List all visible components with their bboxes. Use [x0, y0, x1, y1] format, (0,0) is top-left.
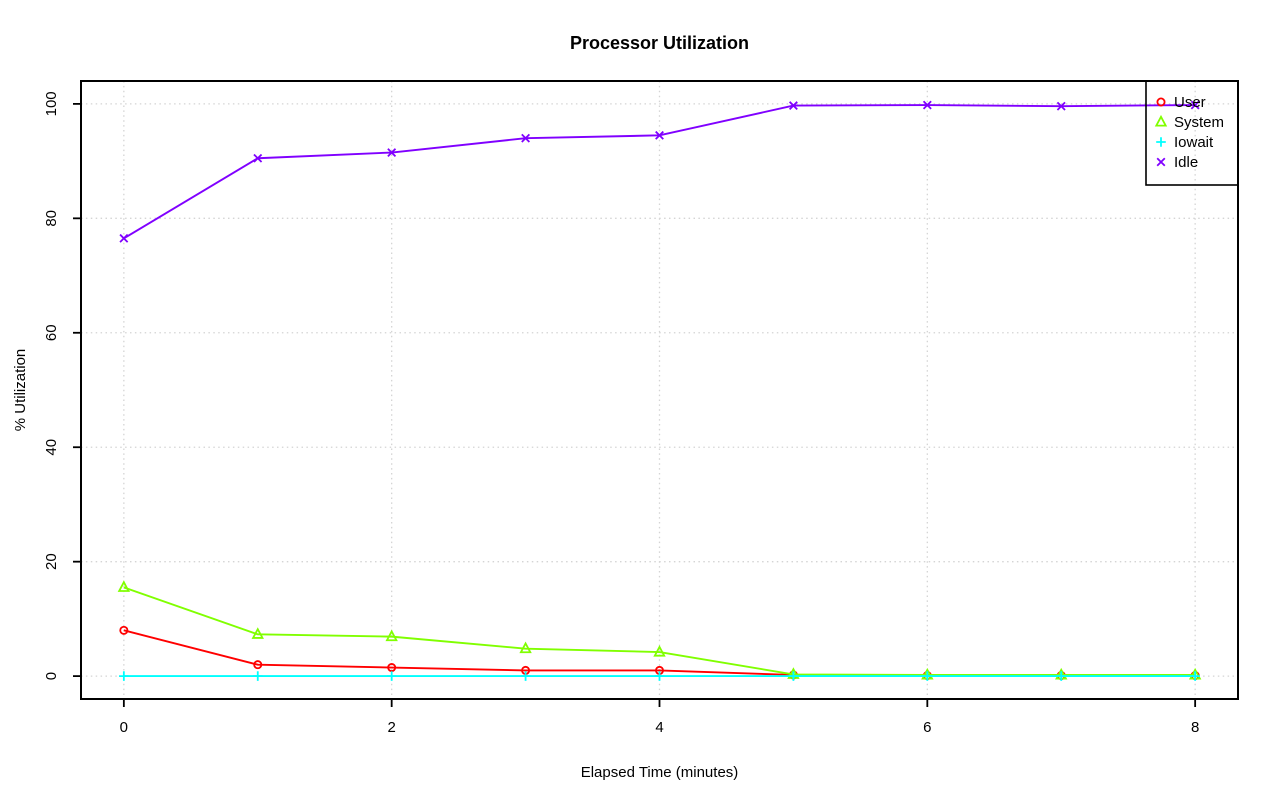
y-axis-title: % Utilization: [12, 349, 29, 432]
plot-box: [80, 80, 1239, 700]
series-iowait-marker-plus: [520, 671, 531, 681]
series-idle-marker-x: [788, 101, 798, 111]
series-system-marker-triangle: [385, 629, 398, 642]
series-system-marker-triangle: [251, 627, 264, 639]
legend-system-marker-triangle: [1154, 114, 1168, 127]
series-user-marker-circle: [119, 625, 129, 635]
y-tick-label: 20: [43, 553, 60, 570]
series-iowait-marker-plus: [386, 671, 397, 681]
legend-iowait-marker-plus: [1156, 137, 1166, 147]
y-tick-label: 80: [43, 210, 60, 227]
y-tick-label: 0: [43, 672, 60, 680]
series-user-marker-circle: [387, 663, 397, 673]
y-tick-label: 40: [43, 439, 60, 456]
series-idle-marker-x: [119, 233, 129, 243]
x-tick-label: 8: [1191, 719, 1199, 736]
legend-label-idle: Idle: [1174, 154, 1198, 171]
series-idle-marker-x: [387, 148, 397, 157]
series-system-marker-triangle: [519, 641, 532, 654]
series-system-marker-triangle: [117, 580, 131, 592]
series-iowait-marker-plus: [252, 671, 263, 681]
legend-label-iowait: Iowait: [1174, 134, 1214, 151]
x-tick-label: 6: [923, 719, 931, 736]
series-user-marker-circle: [253, 660, 263, 670]
series-iowait-marker-plus: [788, 671, 799, 681]
series-iowait-marker-plus: [654, 671, 665, 681]
series-iowait-marker-plus: [922, 671, 933, 681]
series-system-line: [123, 586, 1196, 676]
series-idle-marker-x: [655, 130, 664, 140]
legend-label-user: User: [1174, 94, 1206, 111]
x-tick-label: 0: [120, 719, 128, 736]
x-tick-label: 4: [655, 719, 663, 736]
series-idle-marker-x: [1190, 100, 1200, 110]
legend-user-marker-circle: [1156, 97, 1166, 107]
series-idle-marker-x: [253, 153, 263, 163]
series-idle-marker-x: [521, 133, 531, 143]
series-system-marker-triangle: [653, 644, 666, 657]
x-tick-label: 2: [388, 719, 396, 736]
series-idle-marker-x: [922, 100, 932, 110]
chart-title: Processor Utilization: [570, 33, 749, 53]
legend-idle-marker-x: [1156, 157, 1166, 167]
y-tick-label: 60: [43, 324, 60, 341]
series-idle-marker-x: [1056, 101, 1066, 111]
series-iowait-marker-plus: [1190, 671, 1200, 681]
y-tick-label: 100: [43, 91, 60, 116]
series-iowait-marker-plus: [1056, 671, 1067, 681]
legend-label-system: System: [1174, 114, 1224, 131]
series-iowait-marker-plus: [119, 671, 129, 681]
x-axis-title: Elapsed Time (minutes): [581, 764, 739, 781]
legend-box: [1145, 80, 1239, 186]
